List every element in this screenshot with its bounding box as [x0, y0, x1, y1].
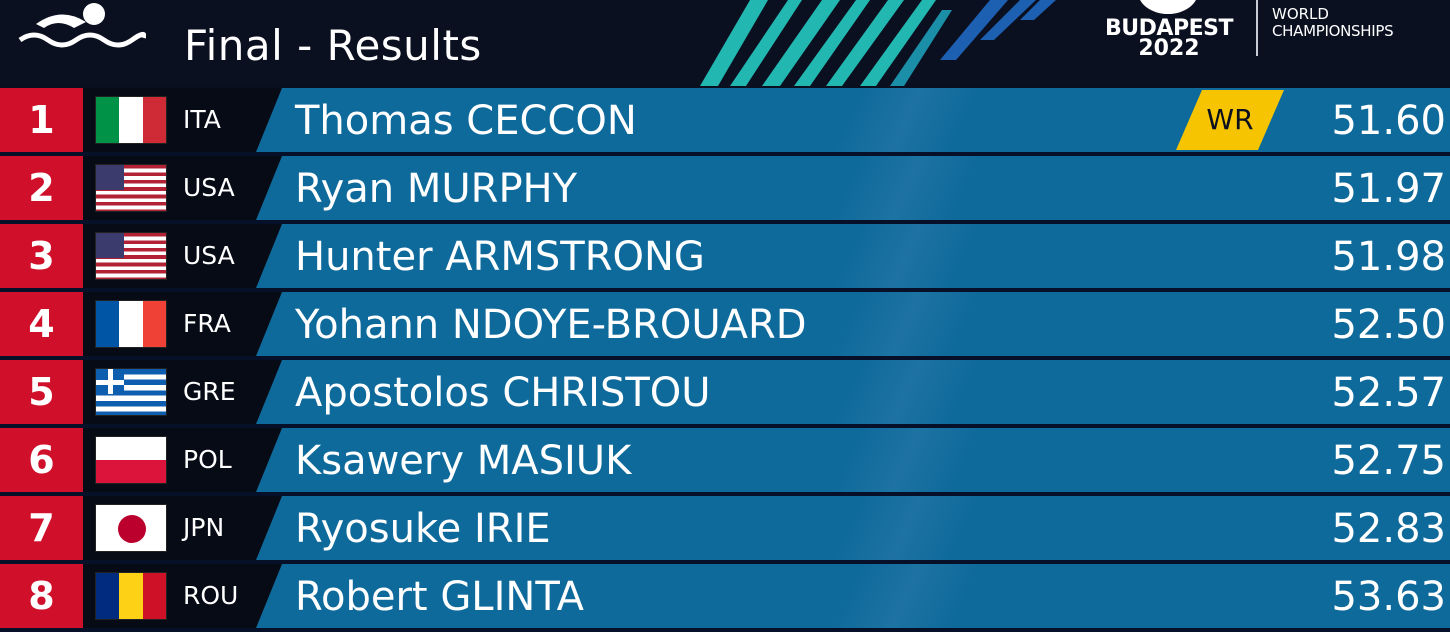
swimmer-icon [18, 3, 146, 48]
swimmer-name: Ryosuke IRIE [295, 506, 551, 552]
rank: 1 [0, 88, 83, 152]
swimmer-name: Ksawery MASIUK [295, 438, 632, 484]
name-panel [256, 224, 1450, 288]
country-code: POL [183, 445, 232, 474]
championship-title-line2: CHAMPIONSHIPS [1272, 22, 1394, 40]
result-row: 2 USA Ryan MURPHY 51.97 [0, 156, 1450, 224]
swimmer-name: Robert GLINTA [295, 574, 585, 620]
name-panel [256, 496, 1450, 560]
country-cell: USA [83, 156, 283, 220]
time: 52.75 [1331, 438, 1446, 484]
time: 51.97 [1331, 166, 1446, 212]
country-code: FRA [183, 309, 231, 338]
country-cell: JPN [83, 496, 283, 560]
usa-flag-icon [95, 232, 167, 280]
time: 52.50 [1331, 302, 1446, 348]
country-cell: ROU [83, 564, 283, 628]
country-cell: ITA [83, 88, 283, 152]
result-row: 4 FRA Yohann NDOYE-BROUARD 52.50 [0, 292, 1450, 360]
rank: 6 [0, 428, 83, 492]
event-logo-city: BUDAPEST [1105, 16, 1233, 41]
rank: 2 [0, 156, 83, 220]
poland-flag-icon [95, 436, 167, 484]
name-panel [256, 360, 1450, 424]
name-panel [256, 156, 1450, 220]
italy-flag-icon [95, 96, 167, 144]
usa-flag-icon [95, 164, 167, 212]
rank: 3 [0, 224, 83, 288]
country-cell: FRA [83, 292, 283, 356]
country-cell: POL [83, 428, 283, 492]
swimmer-name: Ryan MURPHY [295, 166, 578, 212]
time: 52.57 [1331, 370, 1446, 416]
country-code: USA [183, 173, 235, 202]
swimmer-name: Hunter ARMSTRONG [295, 234, 705, 280]
result-row: 1 ITA Thomas CECCON WR 51.60 [0, 88, 1450, 156]
name-panel [256, 292, 1450, 356]
rank: 8 [0, 564, 83, 628]
swimmer-name: Apostolos CHRISTOU [295, 370, 711, 416]
results-header: Final - Results BUDAPEST 2022 WORLD CHAM… [0, 0, 1450, 86]
swimmer-name: Yohann NDOYE-BROUARD [295, 302, 807, 348]
romania-flag-icon [95, 572, 167, 620]
rank: 4 [0, 292, 83, 356]
time: 52.83 [1331, 506, 1446, 552]
result-row: 6 POL Ksawery MASIUK 52.75 [0, 428, 1450, 496]
championship-title-line1: WORLD [1272, 5, 1329, 23]
name-panel [256, 428, 1450, 492]
results-table: 1 ITA Thomas CECCON WR 51.60 2 USA Ryan … [0, 88, 1450, 632]
time: 51.98 [1331, 234, 1446, 280]
decorative-stripes [700, 0, 1056, 86]
budapest-logo-emblem [1138, 0, 1198, 14]
result-row: 7 JPN Ryosuke IRIE 52.83 [0, 496, 1450, 564]
result-row: 3 USA Hunter ARMSTRONG 51.98 [0, 224, 1450, 292]
country-code: JPN [183, 513, 225, 542]
france-flag-icon [95, 300, 167, 348]
country-code: ITA [183, 105, 221, 134]
event-logo-year: 2022 [1138, 36, 1200, 61]
result-row: 5 GRE Apostolos CHRISTOU 52.57 [0, 360, 1450, 428]
page-title: Final - Results [184, 21, 482, 70]
country-cell: GRE [83, 360, 283, 424]
greece-flag-icon [95, 368, 167, 416]
time: 51.60 [1331, 98, 1446, 144]
country-code: USA [183, 241, 235, 270]
logo-divider [1256, 0, 1258, 56]
rank: 7 [0, 496, 83, 560]
result-row: 8 ROU Robert GLINTA 53.63 [0, 564, 1450, 632]
country-code: ROU [183, 581, 239, 610]
time: 53.63 [1331, 574, 1446, 620]
swimmer-name: Thomas CECCON [295, 98, 637, 144]
rank: 5 [0, 360, 83, 424]
japan-flag-icon [95, 504, 167, 552]
country-code: GRE [183, 377, 236, 406]
name-panel [256, 564, 1450, 628]
country-cell: USA [83, 224, 283, 288]
